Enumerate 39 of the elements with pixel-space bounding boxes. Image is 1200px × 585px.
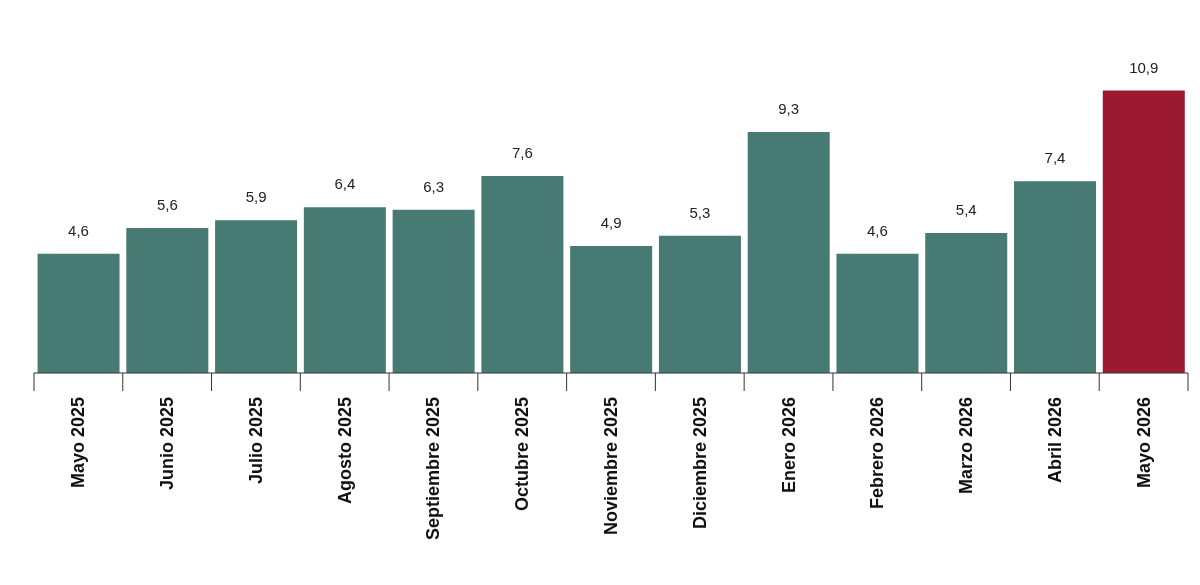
data-label: 9,3: [778, 100, 800, 118]
x-tick-label: Abril 2026: [1044, 397, 1065, 484]
bar: [1014, 181, 1097, 373]
bar: [747, 132, 830, 373]
data-label: 7,6: [511, 144, 533, 162]
data-label: 5,3: [689, 203, 711, 221]
bar: [37, 253, 120, 373]
bar: [303, 207, 386, 373]
data-label: 7,4: [1044, 149, 1066, 167]
bar: [570, 246, 653, 373]
x-tick-label: Octubre 2025: [512, 397, 533, 512]
x-tick-label: Agosto 2025: [334, 397, 355, 505]
x-tick-label: Noviembre 2025: [601, 397, 621, 536]
x-tick-label: Septiembre 2025: [423, 397, 444, 541]
bar: [392, 209, 475, 373]
bar: [836, 253, 919, 373]
data-label: 5,6: [156, 195, 178, 213]
data-label: 5,4: [955, 201, 977, 219]
x-tick-label: Junio 2025: [157, 397, 178, 491]
data-label: 4,6: [867, 221, 888, 239]
bar: [481, 176, 564, 373]
x-tick-label: Mayo 2025: [68, 397, 89, 489]
bar: [126, 227, 209, 373]
data-label: 10,9: [1129, 58, 1159, 76]
x-tick-label: Enero 2026: [778, 397, 799, 494]
x-tick-label: Febrero 2026: [867, 397, 888, 510]
x-tick-label: Mayo 2026: [1133, 397, 1154, 489]
bar: [925, 233, 1008, 373]
data-label: 6,3: [423, 177, 445, 195]
data-label: 4,9: [600, 214, 622, 232]
bar: [658, 235, 741, 373]
x-tick-label: Diciembre 2025: [689, 397, 710, 530]
data-label: 5,9: [245, 188, 267, 206]
data-label: 4,6: [68, 221, 89, 239]
x-tick-label: Marzo 2026: [956, 397, 977, 495]
data-label: 6,4: [334, 175, 356, 193]
bar: [1102, 90, 1185, 373]
bar: [215, 220, 298, 373]
x-tick-label: Julio 2025: [245, 397, 266, 485]
